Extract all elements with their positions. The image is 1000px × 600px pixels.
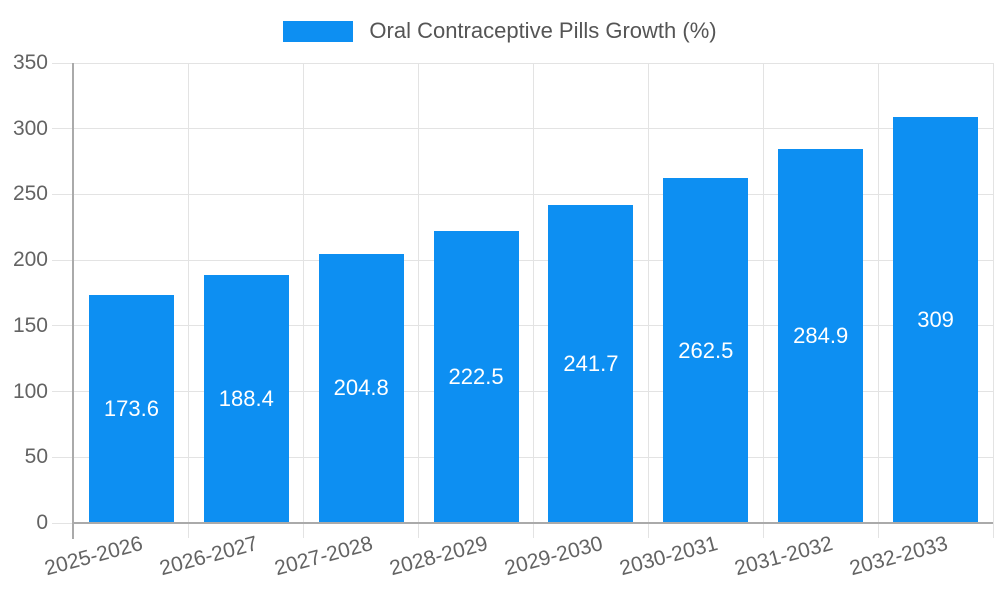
y-axis-tick <box>52 259 74 261</box>
bar-2030-2031[interactable]: 262.5 <box>663 178 749 523</box>
bar-2029-2030[interactable]: 241.7 <box>548 205 634 523</box>
gridline-vertical <box>188 63 190 523</box>
x-axis-tick <box>533 523 534 538</box>
y-axis-line <box>72 63 74 539</box>
y-axis-tick-label: 300 <box>12 116 48 140</box>
y-axis-tick <box>52 193 74 195</box>
y-axis-tick <box>52 62 74 64</box>
y-axis-tick-label: 50 <box>24 445 48 469</box>
y-axis-tick <box>52 456 74 458</box>
gridline-vertical <box>303 63 305 523</box>
x-axis-tick <box>418 523 420 538</box>
x-axis-tick <box>647 523 649 538</box>
gridline-vertical <box>533 63 534 523</box>
bar-value-label: 222.5 <box>448 363 504 389</box>
bar-value-label: 309 <box>917 306 954 332</box>
bar-2026-2027[interactable]: 188.4 <box>203 275 289 523</box>
y-axis-tick-label: 100 <box>12 379 48 403</box>
x-axis-line <box>74 522 993 524</box>
y-axis-tick-label: 350 <box>12 51 48 74</box>
bar-value-label: 241.7 <box>563 351 619 377</box>
y-axis-tick <box>52 522 74 524</box>
x-axis-tick <box>188 523 190 538</box>
bar-2025-2026[interactable]: 173.6 <box>88 294 174 523</box>
gridline-vertical <box>877 63 879 523</box>
y-axis-tick-label: 200 <box>12 248 48 272</box>
y-axis-tick <box>52 391 74 393</box>
bar-2028-2029[interactable]: 222.5 <box>433 230 519 523</box>
bar-value-label: 262.5 <box>678 337 734 363</box>
bar-2031-2032[interactable]: 284.9 <box>778 148 864 523</box>
gridline-vertical <box>992 63 994 523</box>
y-axis-tick-label: 150 <box>12 313 48 337</box>
y-axis-tick <box>52 325 74 327</box>
bar-2027-2028[interactable]: 204.8 <box>318 253 404 523</box>
x-axis-tick <box>877 523 879 538</box>
x-axis-tick <box>762 523 764 538</box>
y-axis-tick-label: 0 <box>36 511 48 534</box>
legend-label: Oral Contraceptive Pills Growth (%) <box>369 18 717 43</box>
bar-value-label: 284.9 <box>793 322 849 348</box>
x-axis-tick <box>992 523 994 538</box>
legend-color-swatch <box>283 20 354 42</box>
bar-value-label: 204.8 <box>333 375 389 401</box>
y-axis-tick <box>52 128 74 130</box>
x-axis-tick <box>303 523 305 538</box>
gridline-vertical <box>647 63 649 523</box>
y-axis-tick-label: 250 <box>12 182 48 206</box>
gridline-vertical <box>762 63 764 523</box>
chart-legend[interactable]: Oral Contraceptive Pills Growth (%) <box>0 18 1000 44</box>
bar-2032-2033[interactable]: 309 <box>893 116 979 523</box>
bar-value-label: 188.4 <box>218 386 274 412</box>
gridline-vertical <box>418 63 420 523</box>
bar-value-label: 173.6 <box>103 395 159 421</box>
